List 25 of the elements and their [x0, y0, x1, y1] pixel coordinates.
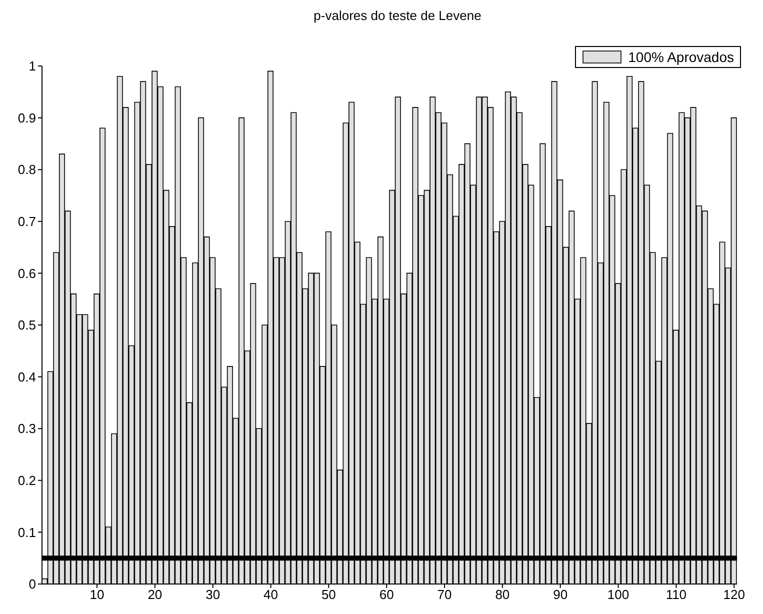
y-tick-label: 0.2 — [18, 473, 36, 488]
y-tick-label: 0.6 — [18, 266, 36, 281]
y-tick-label: 0.4 — [18, 369, 36, 384]
x-tick-label: 60 — [379, 587, 394, 602]
x-tick-label: 20 — [148, 587, 162, 602]
x-tick-label: 100 — [607, 587, 630, 602]
y-tick-label: 0.9 — [18, 110, 36, 126]
y-tick-label: 1 — [28, 58, 36, 74]
y-tick-label: 0.5 — [18, 318, 36, 333]
y-tick-label: 0.3 — [18, 421, 36, 436]
x-tick-label: 50 — [321, 587, 336, 602]
x-tick-label: 90 — [553, 587, 568, 602]
y-tick-label: 0.7 — [18, 214, 36, 230]
chart-title: p-valores do teste de Levene — [312, 8, 482, 24]
x-tick-label: 70 — [437, 587, 452, 602]
y-tick-label: 0.8 — [18, 162, 36, 178]
y-tick-label: 0 — [28, 576, 36, 592]
legend-label: 100% Aprovados — [628, 49, 734, 65]
x-tick-label: 30 — [206, 587, 220, 602]
x-tick-label: 10 — [90, 587, 104, 602]
x-tick-label: 40 — [264, 587, 278, 602]
x-tick-label: 120 — [723, 587, 745, 602]
x-tick-label: 110 — [666, 587, 687, 602]
x-tick-label: 80 — [495, 587, 510, 602]
y-tick-label: 0.1 — [18, 524, 36, 540]
